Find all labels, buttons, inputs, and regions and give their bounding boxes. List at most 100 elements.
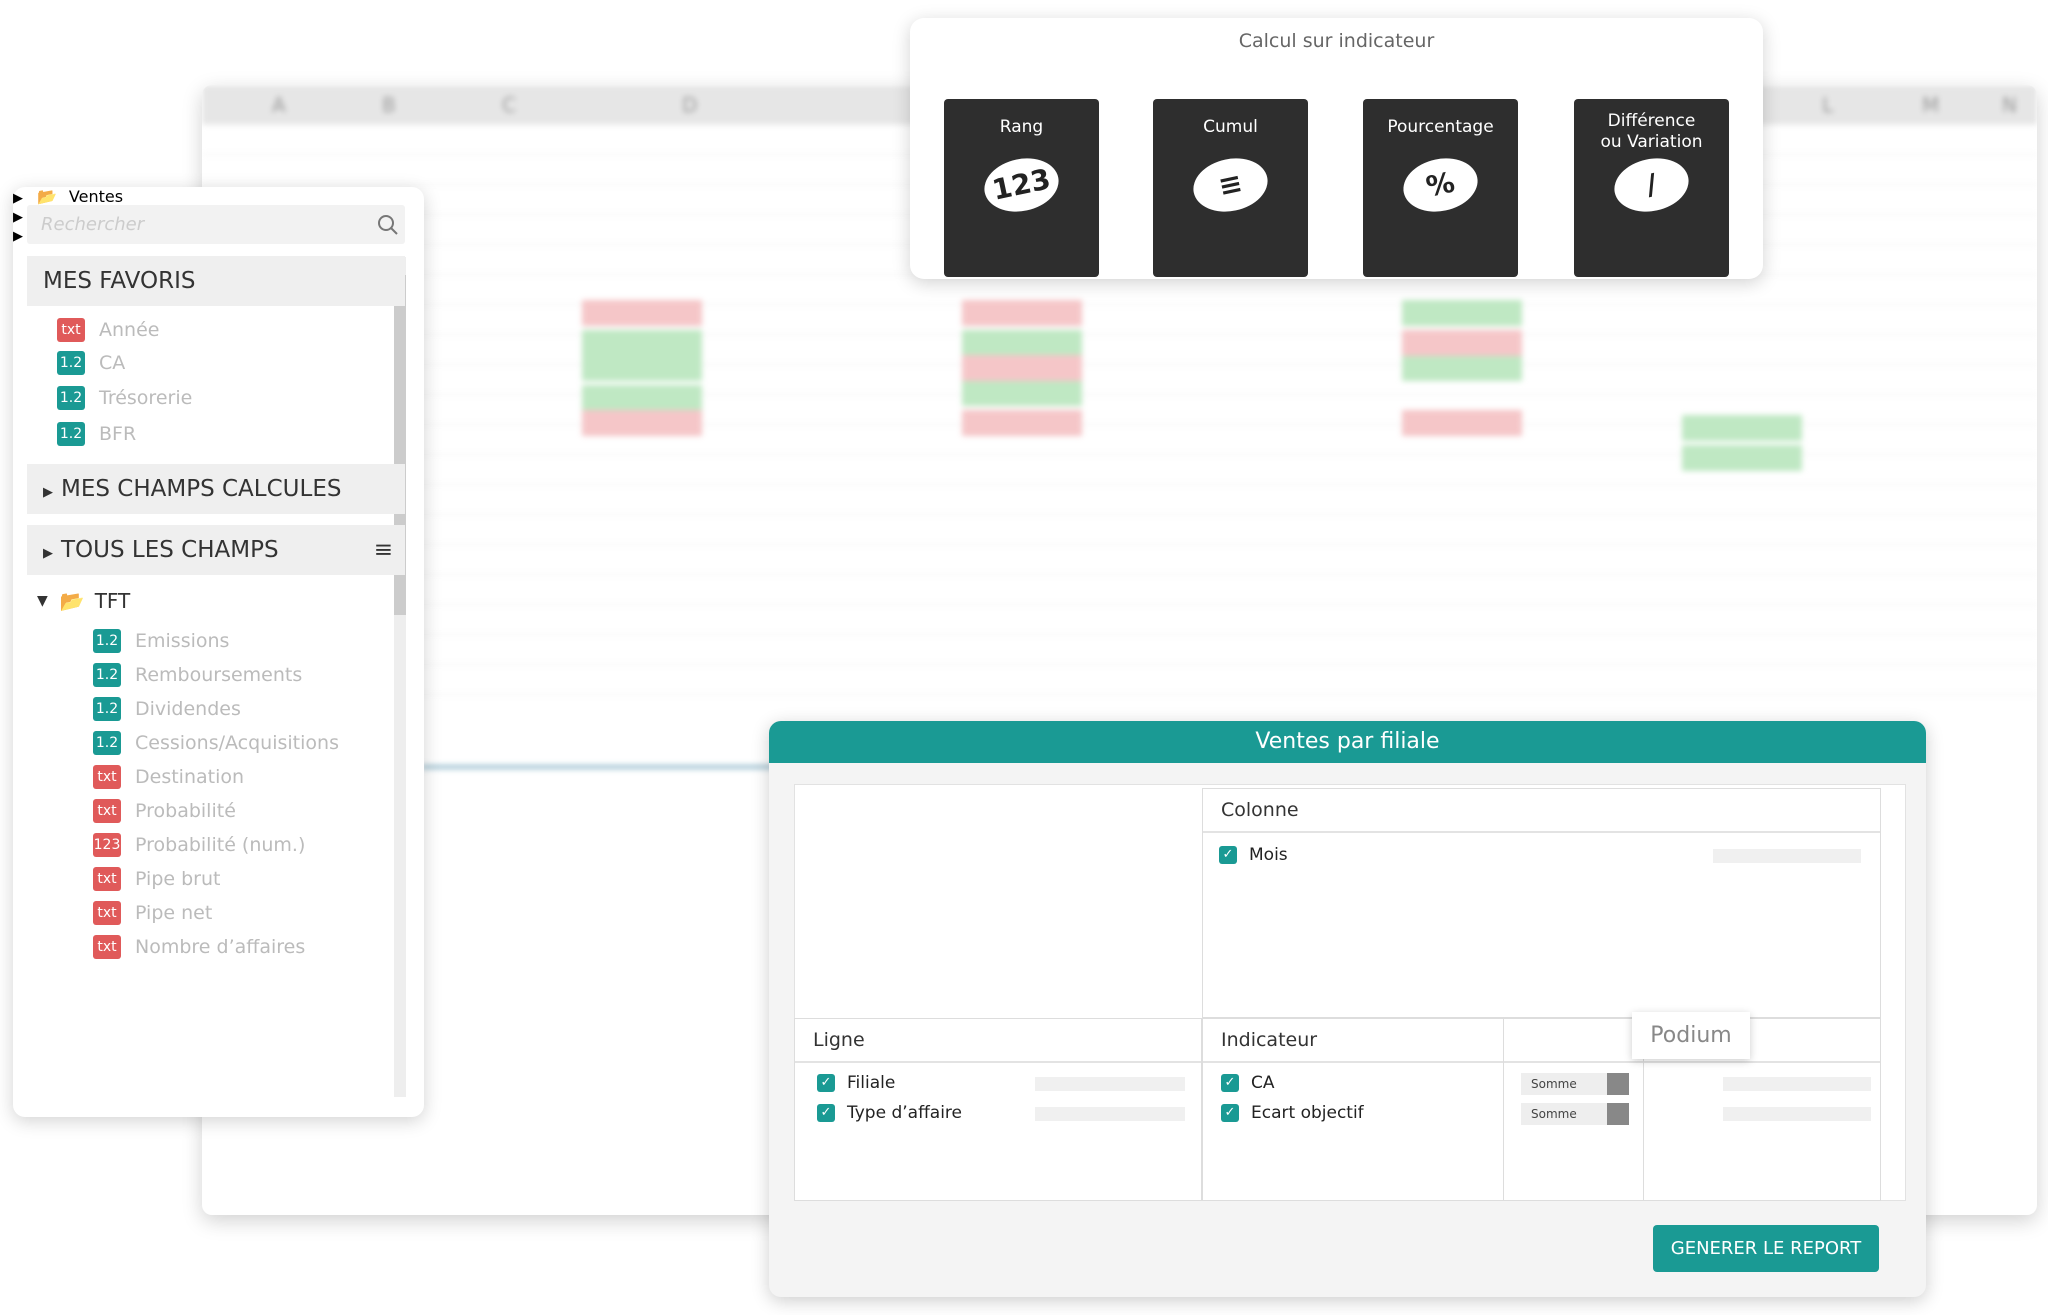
field-item[interactable]: txt Pipe net <box>93 901 212 925</box>
line <box>422 765 932 769</box>
card-icon: / <box>1609 151 1694 219</box>
field-label: Emissions <box>135 630 230 652</box>
grid-row <box>202 304 2037 305</box>
divider <box>1503 1019 1504 1200</box>
calculated-header[interactable]: ▶ MES CHAMPS CALCULES <box>27 464 405 514</box>
field-item[interactable]: txt Année <box>57 318 159 342</box>
cell <box>1682 445 1802 471</box>
field-label: Année <box>99 319 160 341</box>
cell <box>962 355 1082 381</box>
field-badge: 1.2 <box>93 731 121 755</box>
field-item[interactable]: 1.2 Remboursements <box>93 663 302 687</box>
field-badge: txt <box>93 867 121 891</box>
sort-slot <box>1713 849 1861 863</box>
box-title: Ligne <box>795 1019 1201 1063</box>
indicator-card[interactable]: Pourcentage% <box>1363 99 1518 277</box>
option-slot <box>1723 1077 1871 1091</box>
indicator-item[interactable]: ✓ Ecart objectif <box>1221 1103 1364 1123</box>
row-item[interactable]: ✓ Type d’affaire <box>817 1103 962 1123</box>
indicator-card[interactable]: Cumul ≡ <box>1153 99 1308 277</box>
field-badge: txt <box>93 935 121 959</box>
generate-button[interactable]: GENERER LE REPORT <box>1653 1225 1879 1272</box>
checkbox: ✓ <box>1221 1074 1239 1092</box>
item-label: CA <box>1251 1073 1275 1093</box>
all-fields-header[interactable]: ▶ TOUS LES CHAMPS ≡ <box>27 525 405 575</box>
indicator-panel: Calcul sur indicateur Rang 123 Cumul ≡ Pourc… <box>910 18 1763 279</box>
field-item[interactable]: 1.2 CA <box>57 351 125 375</box>
indicator-item[interactable]: ✓ CA <box>1221 1073 1275 1093</box>
card-icon: % <box>1398 151 1483 219</box>
search-input[interactable]: Rechercher <box>27 205 405 244</box>
aggregation-select[interactable]: Somme <box>1521 1103 1629 1125</box>
grid-row <box>202 364 2037 365</box>
column-letter: B <box>382 93 396 117</box>
field-badge: txt <box>93 901 121 925</box>
folder[interactable]: ▶ 📂 Ventes <box>13 187 424 206</box>
field-item[interactable]: 1.2 Dividendes <box>93 697 241 721</box>
field-label: Probabilité <box>135 800 236 822</box>
cell <box>1682 415 1802 441</box>
card-label-line: Pourcentage <box>1387 117 1494 137</box>
field-item[interactable]: txt Destination <box>93 765 244 789</box>
aggregation-select[interactable]: Somme <box>1521 1073 1629 1095</box>
divider <box>1643 1019 1644 1200</box>
row-box: Ligne ✓ Filiale ✓ Type d’affaire <box>794 1018 1202 1201</box>
item-label: Mois <box>1249 845 1288 865</box>
field-badge: txt <box>93 799 121 823</box>
grid-row <box>202 544 2037 545</box>
field-badge: txt <box>93 765 121 789</box>
folder-name: Ventes <box>68 187 124 206</box>
box-title: Colonne <box>1203 789 1880 833</box>
item-label: Ecart objectif <box>1251 1103 1364 1123</box>
field-item[interactable]: 1.2 BFR <box>57 422 136 446</box>
indicator-card[interactable]: Rang 123 <box>944 99 1099 277</box>
search-icon[interactable] <box>377 214 399 236</box>
option-slot <box>1035 1077 1185 1091</box>
column-letter: A <box>272 93 286 117</box>
field-item[interactable]: txt Probabilité <box>93 799 236 823</box>
grid-row <box>202 394 2037 395</box>
field-panel: Rechercher MES FAVORIS ▶ MES CHAMPS CALCU… <box>13 187 424 1117</box>
checkbox: ✓ <box>817 1104 835 1122</box>
field-item[interactable]: 123 Probabilité (num.) <box>93 833 305 857</box>
option-slot <box>1723 1107 1871 1121</box>
field-item[interactable]: txt Pipe brut <box>93 867 220 891</box>
column-letter: D <box>682 93 698 117</box>
row-item[interactable]: ✓ Filiale <box>817 1073 895 1093</box>
field-item[interactable]: 1.2 Trésorerie <box>57 386 192 410</box>
column-item[interactable]: ✓ Mois <box>1219 845 1288 865</box>
field-label: Nombre d’affaires <box>135 936 306 958</box>
cell <box>582 410 702 436</box>
column-letter: M <box>1922 93 1940 117</box>
folder-arrow: ▶ <box>13 210 23 225</box>
scrollbar[interactable] <box>394 257 406 1097</box>
card-label: Pourcentage <box>1363 117 1518 138</box>
item-label: Type d’affaire <box>847 1103 962 1123</box>
checkbox: ✓ <box>1219 846 1237 864</box>
column-box: Colonne ✓ Mois <box>1202 788 1881 1018</box>
card-label-line: ou Variation <box>1600 132 1703 152</box>
card-label: Rang <box>944 117 1099 138</box>
card-label: Cumul <box>1153 117 1308 138</box>
folder[interactable]: ▼ 📂 TFT <box>37 589 131 613</box>
calculated-title: MES CHAMPS CALCULES <box>61 476 342 502</box>
panel-title: Calcul sur indicateur <box>1238 30 1435 52</box>
favorites-header[interactable]: MES FAVORIS <box>27 256 405 306</box>
checkbox: ✓ <box>817 1074 835 1092</box>
column-letter: N <box>2002 93 2017 117</box>
field-item[interactable]: txt Nombre d’affaires <box>93 935 305 959</box>
cell <box>582 300 702 326</box>
indicator-card[interactable]: Différence ou Variation / <box>1574 99 1729 277</box>
folder-name: TFT <box>94 589 131 613</box>
folder-icon: 📂 <box>37 187 57 206</box>
folder-arrow: ▶ <box>13 191 23 206</box>
grid-row <box>202 574 2037 575</box>
field-item[interactable]: 1.2 Emissions <box>93 629 229 653</box>
field-item[interactable]: 1.2 Cessions/Acquisitions <box>93 731 339 755</box>
grid-row <box>202 514 2037 515</box>
card-label: Différence ou Variation <box>1574 111 1729 153</box>
field-badge: 1.2 <box>93 629 121 653</box>
cell <box>962 330 1082 356</box>
report-title: Ventes par filiale <box>769 721 1926 763</box>
